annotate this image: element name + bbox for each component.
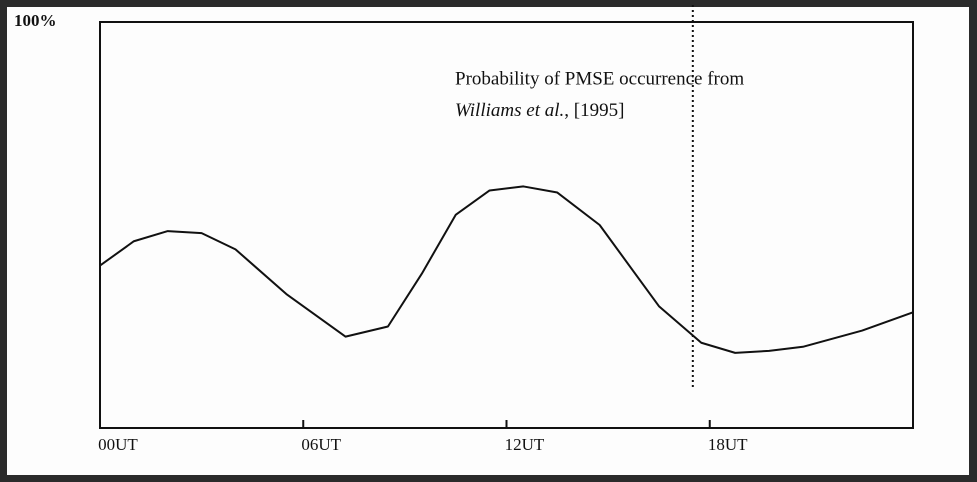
- annotation: Probability of PMSE occurrence from: [455, 68, 744, 89]
- annotation: Williams et al., [1995]: [455, 100, 624, 121]
- background: [7, 7, 969, 475]
- x-tick-label: 18UT: [708, 435, 748, 454]
- x-tick-label: 06UT: [301, 435, 341, 454]
- data-line: [99, 185, 914, 354]
- y-tick-label: 100%: [14, 11, 57, 30]
- x-tick-label: 00UT: [98, 435, 138, 454]
- annotation-year: , [1995]: [564, 100, 624, 121]
- x-tick-label: 12UT: [505, 435, 545, 454]
- annotation-italic: Williams et al.: [455, 100, 564, 121]
